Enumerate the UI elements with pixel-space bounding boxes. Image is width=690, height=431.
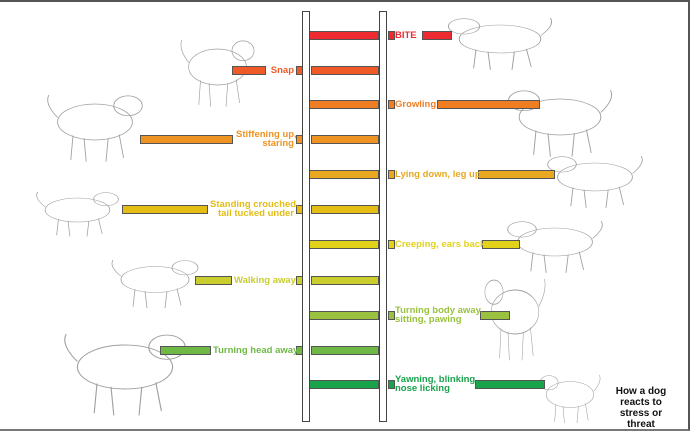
rung-label: Creeping, ears back [395, 238, 486, 250]
rung-label: Stiffening up, staring [236, 129, 297, 149]
rung-extension [195, 276, 232, 285]
rung-extension [422, 31, 452, 40]
rung-extension [437, 100, 540, 109]
ladder-rung [311, 135, 379, 144]
rung-stub [388, 170, 395, 179]
rung-extension [482, 240, 520, 249]
ladder-rung [305, 240, 379, 249]
ladder-rung [305, 100, 379, 109]
ladder-left-rail [302, 11, 310, 422]
ladder-rung [311, 66, 379, 75]
diagram-caption: How a dog reacts to stress or threat [615, 386, 667, 430]
dog-sketch-icon [440, 4, 560, 74]
rung-stub [388, 311, 395, 320]
ladder-rung [305, 31, 379, 40]
rung-stub [388, 380, 395, 389]
dog-sketch-icon [540, 142, 650, 212]
dog-sketch-icon [535, 362, 605, 427]
rung-label: Yawning, blinking, nose licking [395, 374, 478, 394]
dog-sketch-icon [40, 77, 150, 167]
ladder-rung [305, 311, 379, 320]
rung-label: Standing crouched, tail tucked under [210, 199, 299, 219]
rung-label: Walking away [234, 274, 296, 286]
ladder-rung [305, 380, 379, 389]
ladder-rung [305, 170, 379, 179]
dog-sketch-icon [30, 180, 125, 240]
rung-extension [480, 311, 510, 320]
rung-stub [388, 31, 395, 40]
ladder-rung [311, 276, 379, 285]
rung-extension [140, 135, 233, 144]
rung-extension [475, 380, 545, 389]
ladder-rung [311, 346, 379, 355]
rung-extension [160, 346, 211, 355]
rung-label: BITE [395, 29, 417, 41]
ladder-rung [311, 205, 379, 214]
rung-extension [478, 170, 555, 179]
ladder-right-rail [379, 11, 387, 422]
rung-stub [388, 100, 395, 109]
rung-label: Snap [270, 64, 294, 76]
dog-sketch-icon [55, 312, 195, 422]
rung-label: Turning body away, sitting, pawing [395, 305, 483, 325]
rung-extension [232, 66, 266, 75]
rung-label: Lying down, leg up [395, 168, 481, 180]
rung-stub [388, 240, 395, 249]
rung-extension [122, 205, 208, 214]
dog-sketch-icon [105, 247, 205, 312]
rung-label: Turning head away [213, 344, 299, 356]
rung-label: Growling [395, 98, 437, 110]
